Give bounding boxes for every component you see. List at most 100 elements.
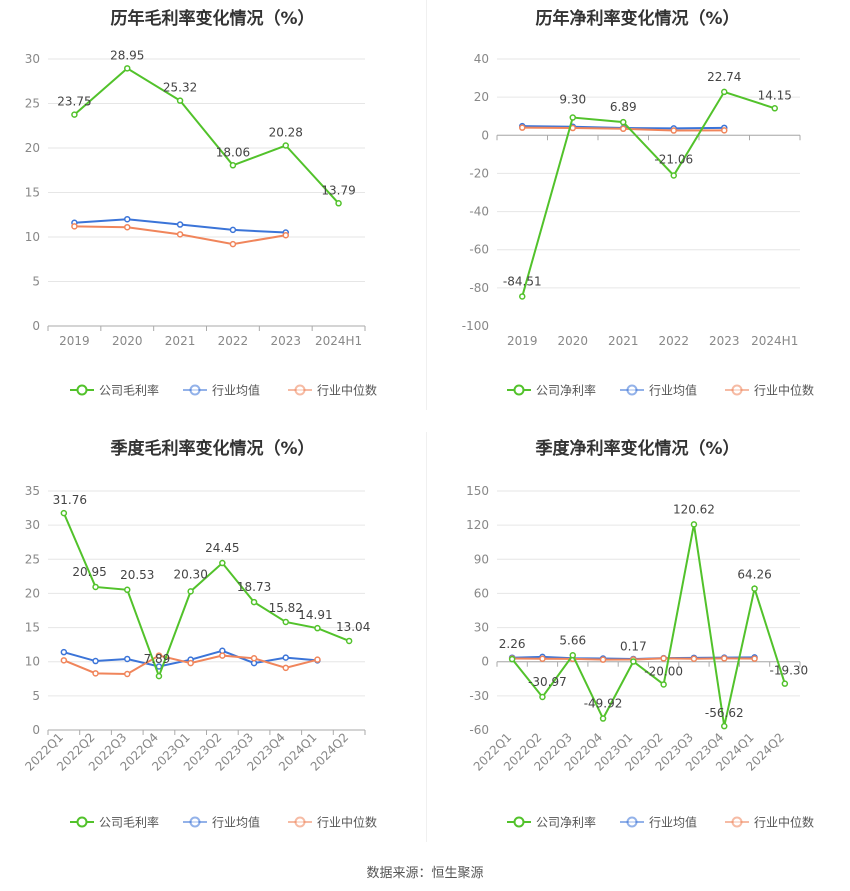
data-point <box>539 655 546 663</box>
legend-label: 行业均值 <box>212 815 260 830</box>
legend-label: 行业中位数 <box>754 815 814 830</box>
series-line <box>511 524 786 727</box>
data-point <box>620 118 627 126</box>
data-point <box>508 655 516 663</box>
x-tick-label: 2020 <box>557 334 588 348</box>
data-point <box>229 226 237 234</box>
y-tick-label: 150 <box>466 484 489 498</box>
data-label: 28.95 <box>110 48 144 62</box>
y-tick-label: 40 <box>474 52 489 66</box>
data-point <box>660 681 667 688</box>
data-point <box>124 65 131 72</box>
data-label: 15.82 <box>269 601 303 615</box>
y-tick-label: 20 <box>25 586 40 600</box>
x-tick-label: 2023 <box>270 334 301 348</box>
y-tick-label: 20 <box>25 141 40 155</box>
y-tick-label: -80 <box>469 281 489 295</box>
data-label: -19.30 <box>770 664 809 678</box>
data-point <box>670 127 677 134</box>
data-point <box>282 231 289 239</box>
data-point <box>781 680 789 687</box>
data-point <box>250 598 258 606</box>
data-point <box>124 586 131 594</box>
data-label: 14.91 <box>298 608 332 622</box>
chart-title: 季度净利率变化情况（%） <box>535 439 740 459</box>
data-point <box>60 648 68 656</box>
data-point <box>620 125 627 133</box>
chart-plot: -100 -80 -60 -40 -20 0 20 40 2019 2020 2021 2022 202… <box>462 52 814 398</box>
legend-label: 行业均值 <box>212 383 260 398</box>
series-line <box>521 90 776 297</box>
data-label: -21.06 <box>654 152 693 166</box>
legend-marker <box>76 384 88 396</box>
data-point <box>92 583 99 591</box>
data-label: -30.97 <box>528 675 567 689</box>
chart-title: 季度毛利率变化情况（%） <box>110 439 315 459</box>
annual-gross-margin-chart: 历年毛利率变化情况（%） 0 5 10 15 20 25 30 2019 2020 2021 202… <box>0 0 425 430</box>
chart-title: 历年毛利率变化情况（%） <box>110 9 315 29</box>
legend-marker <box>513 816 525 828</box>
data-point <box>60 657 68 664</box>
y-tick-label: 15 <box>25 621 40 635</box>
data-source: 数据来源：恒生聚源 <box>366 866 484 881</box>
x-tick-label: 2024H1 <box>315 334 362 348</box>
data-point <box>71 223 78 230</box>
data-point <box>187 588 194 595</box>
x-tick-label: 2019 <box>507 334 538 348</box>
data-label: 6.89 <box>610 100 637 114</box>
legend-marker <box>294 384 306 396</box>
data-point <box>721 722 728 730</box>
data-point <box>176 231 184 238</box>
data-label: 2.26 <box>499 637 526 651</box>
data-label: 25.32 <box>163 81 197 95</box>
data-point <box>314 656 321 663</box>
data-point <box>630 658 637 665</box>
data-label: 64.26 <box>737 568 771 582</box>
data-point <box>599 715 607 722</box>
data-point <box>219 559 226 567</box>
y-tick-label: -40 <box>469 205 489 219</box>
data-point <box>219 652 226 659</box>
quarterly-net-margin-chart: 季度净利率变化情况（%） -60 -30 0 30 60 90 120 150 2022Q1 20… <box>425 430 850 860</box>
data-label: 20.95 <box>72 565 106 579</box>
data-point <box>92 657 99 665</box>
y-tick-label: 15 <box>25 186 40 200</box>
quarterly-gross-margin-chart: 季度毛利率变化情况（%） 0 5 10 15 20 25 30 35 2022Q1 2022Q2 2… <box>0 430 425 860</box>
data-label: 20.30 <box>173 567 207 581</box>
data-point <box>569 652 576 659</box>
data-point <box>771 105 778 112</box>
y-tick-label: 0 <box>32 723 40 737</box>
y-tick-label: 30 <box>25 518 40 532</box>
legend-label: 公司毛利率 <box>99 383 159 398</box>
data-point <box>721 127 728 134</box>
data-label: 23.75 <box>57 95 91 109</box>
legend-marker <box>189 384 201 396</box>
legend-marker <box>189 816 201 828</box>
legend-label: 公司净利率 <box>536 383 596 398</box>
data-label: -84.51 <box>503 274 542 288</box>
annual-net-margin-chart: 历年净利率变化情况（%） -100 -80 -60 -40 -20 0 20 40 2019 20… <box>425 0 850 430</box>
data-point <box>569 114 576 121</box>
legend-label: 公司净利率 <box>536 815 596 830</box>
y-tick-label: 10 <box>25 230 40 244</box>
y-tick-label: 0 <box>481 655 489 669</box>
x-tick-label: 2022 <box>658 334 689 348</box>
data-point <box>670 172 677 179</box>
data-point <box>539 693 546 701</box>
data-label: 13.79 <box>321 183 355 197</box>
data-point <box>229 162 237 169</box>
series-line <box>62 512 350 679</box>
data-label: -20.00 <box>644 664 683 678</box>
data-point <box>176 97 184 104</box>
x-tick-label: 2020 <box>112 334 143 348</box>
legend-marker <box>626 816 638 828</box>
chart-title: 历年净利率变化情况（%） <box>535 9 740 29</box>
y-tick-label: 20 <box>474 90 489 104</box>
x-tick-label: 2021 <box>165 334 196 348</box>
legend-label: 行业中位数 <box>317 815 377 830</box>
panel-divider-top <box>426 0 427 410</box>
data-point <box>176 221 184 228</box>
chart-plot: -60-3003060901201502022Q12022Q22022Q3202… <box>466 484 814 830</box>
y-tick-label: -100 <box>462 319 489 333</box>
x-tick-label: 2019 <box>59 334 90 348</box>
